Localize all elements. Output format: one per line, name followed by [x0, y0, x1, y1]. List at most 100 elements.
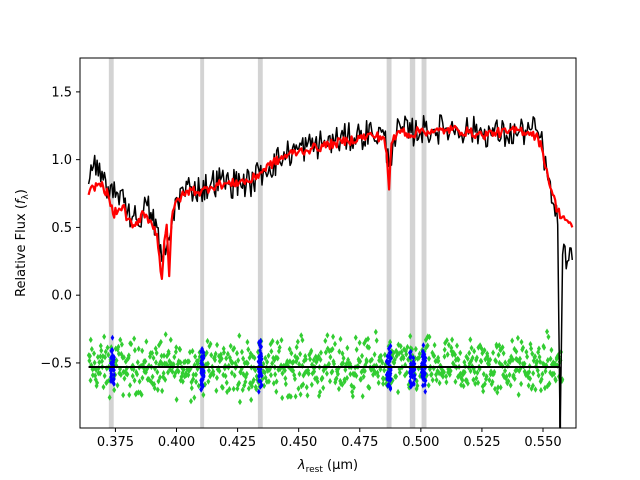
residual-point [521, 344, 526, 351]
residual-point [280, 394, 285, 402]
y-axis-ticks: −0.5 0.0 0.5 1.0 1.5 [40, 85, 80, 371]
residual-point [211, 371, 216, 378]
residual-point [330, 345, 335, 353]
residual-point [444, 373, 449, 380]
residual-point [469, 344, 474, 352]
residual-point [359, 376, 364, 383]
residual-point [323, 349, 328, 356]
residual-point [243, 378, 248, 386]
residual-point [228, 342, 233, 350]
residual-point [280, 370, 285, 377]
masked-residual-point [259, 372, 264, 379]
residual-point [232, 372, 237, 379]
masked-residual-point [388, 370, 393, 377]
masked-residual-point [110, 334, 115, 341]
residual-point [172, 353, 177, 361]
residual-point [304, 384, 309, 391]
residual-point [128, 382, 133, 389]
residual-point [186, 358, 191, 365]
residual-point [536, 372, 541, 379]
residual-point [338, 335, 343, 343]
residual-point [465, 355, 470, 362]
residual-point [315, 378, 320, 385]
residual-point [224, 355, 229, 362]
residual-point [122, 375, 127, 382]
residual-point [220, 384, 225, 391]
masked-residual-point [257, 339, 261, 346]
residual-point [297, 370, 302, 378]
plot-frame [79, 57, 577, 429]
residual-point [332, 360, 337, 368]
residual-point [458, 349, 463, 357]
x-tick-label: 0.475 [341, 435, 378, 450]
residual-point [500, 344, 505, 351]
x-tick-label: 0.400 [158, 435, 195, 450]
residual-point [240, 386, 245, 394]
residual-point [369, 356, 374, 363]
x-tick-label: 0.550 [524, 435, 561, 450]
residual-point [501, 350, 506, 357]
x-tick-label: 0.500 [402, 435, 439, 450]
masked-residual-point [409, 348, 413, 355]
residual-point [432, 341, 437, 349]
masked-residual-point [110, 347, 114, 354]
residual-point [382, 351, 387, 359]
residual-point [392, 356, 397, 364]
spectrum-lines [87, 114, 574, 429]
x-tick-label: 0.450 [280, 435, 317, 450]
residual-point [289, 349, 294, 357]
residual-point [155, 386, 160, 394]
residual-point [482, 347, 487, 354]
residual-point [498, 384, 503, 391]
residual-point [372, 351, 377, 358]
residual-point [401, 355, 406, 362]
masked-regions [108, 58, 427, 428]
residual-point [231, 385, 236, 393]
residual-point [230, 359, 235, 367]
masked-residual-point [111, 376, 116, 383]
residual-point [530, 350, 535, 357]
residual-point [354, 372, 359, 379]
masked-residual-point [258, 359, 262, 366]
masked-residual-point [384, 358, 389, 365]
residual-point [140, 347, 145, 355]
masked-residual-point [411, 354, 416, 361]
residual-point [102, 333, 107, 340]
residual-point [237, 332, 242, 339]
residual-point [252, 354, 257, 362]
masked-residual-point [387, 345, 391, 352]
residual-point [303, 356, 308, 363]
residual-point [415, 382, 420, 389]
residual-point [309, 347, 314, 355]
residual-point [106, 351, 111, 359]
residual-point [467, 349, 472, 357]
residual-point [234, 350, 239, 357]
residual-point [132, 377, 137, 384]
y-tick-label: 0.0 [51, 289, 72, 304]
residual-point [446, 341, 451, 349]
residual-point [294, 344, 299, 351]
residual-point [453, 351, 458, 358]
x-tick-label: 0.425 [219, 435, 256, 450]
residual-point [140, 374, 145, 382]
residual-point [474, 354, 479, 361]
residual-point [214, 374, 219, 382]
residual-point [194, 378, 199, 386]
residual-point [503, 359, 508, 366]
residual-point [332, 340, 337, 348]
residual-point [479, 358, 484, 365]
residual-point [465, 380, 470, 387]
residual-point [262, 382, 267, 390]
residual-point [299, 332, 304, 339]
residual-point [394, 373, 399, 380]
residual-point [506, 378, 511, 385]
y-tick-label: 0.5 [51, 221, 72, 236]
masked-residual-point [112, 354, 116, 361]
masked-residual-point [389, 375, 393, 382]
residual-point [270, 360, 275, 367]
residual-point [444, 337, 449, 344]
residual-point [525, 353, 530, 360]
residual-point [496, 384, 501, 391]
residual-point [309, 381, 314, 388]
